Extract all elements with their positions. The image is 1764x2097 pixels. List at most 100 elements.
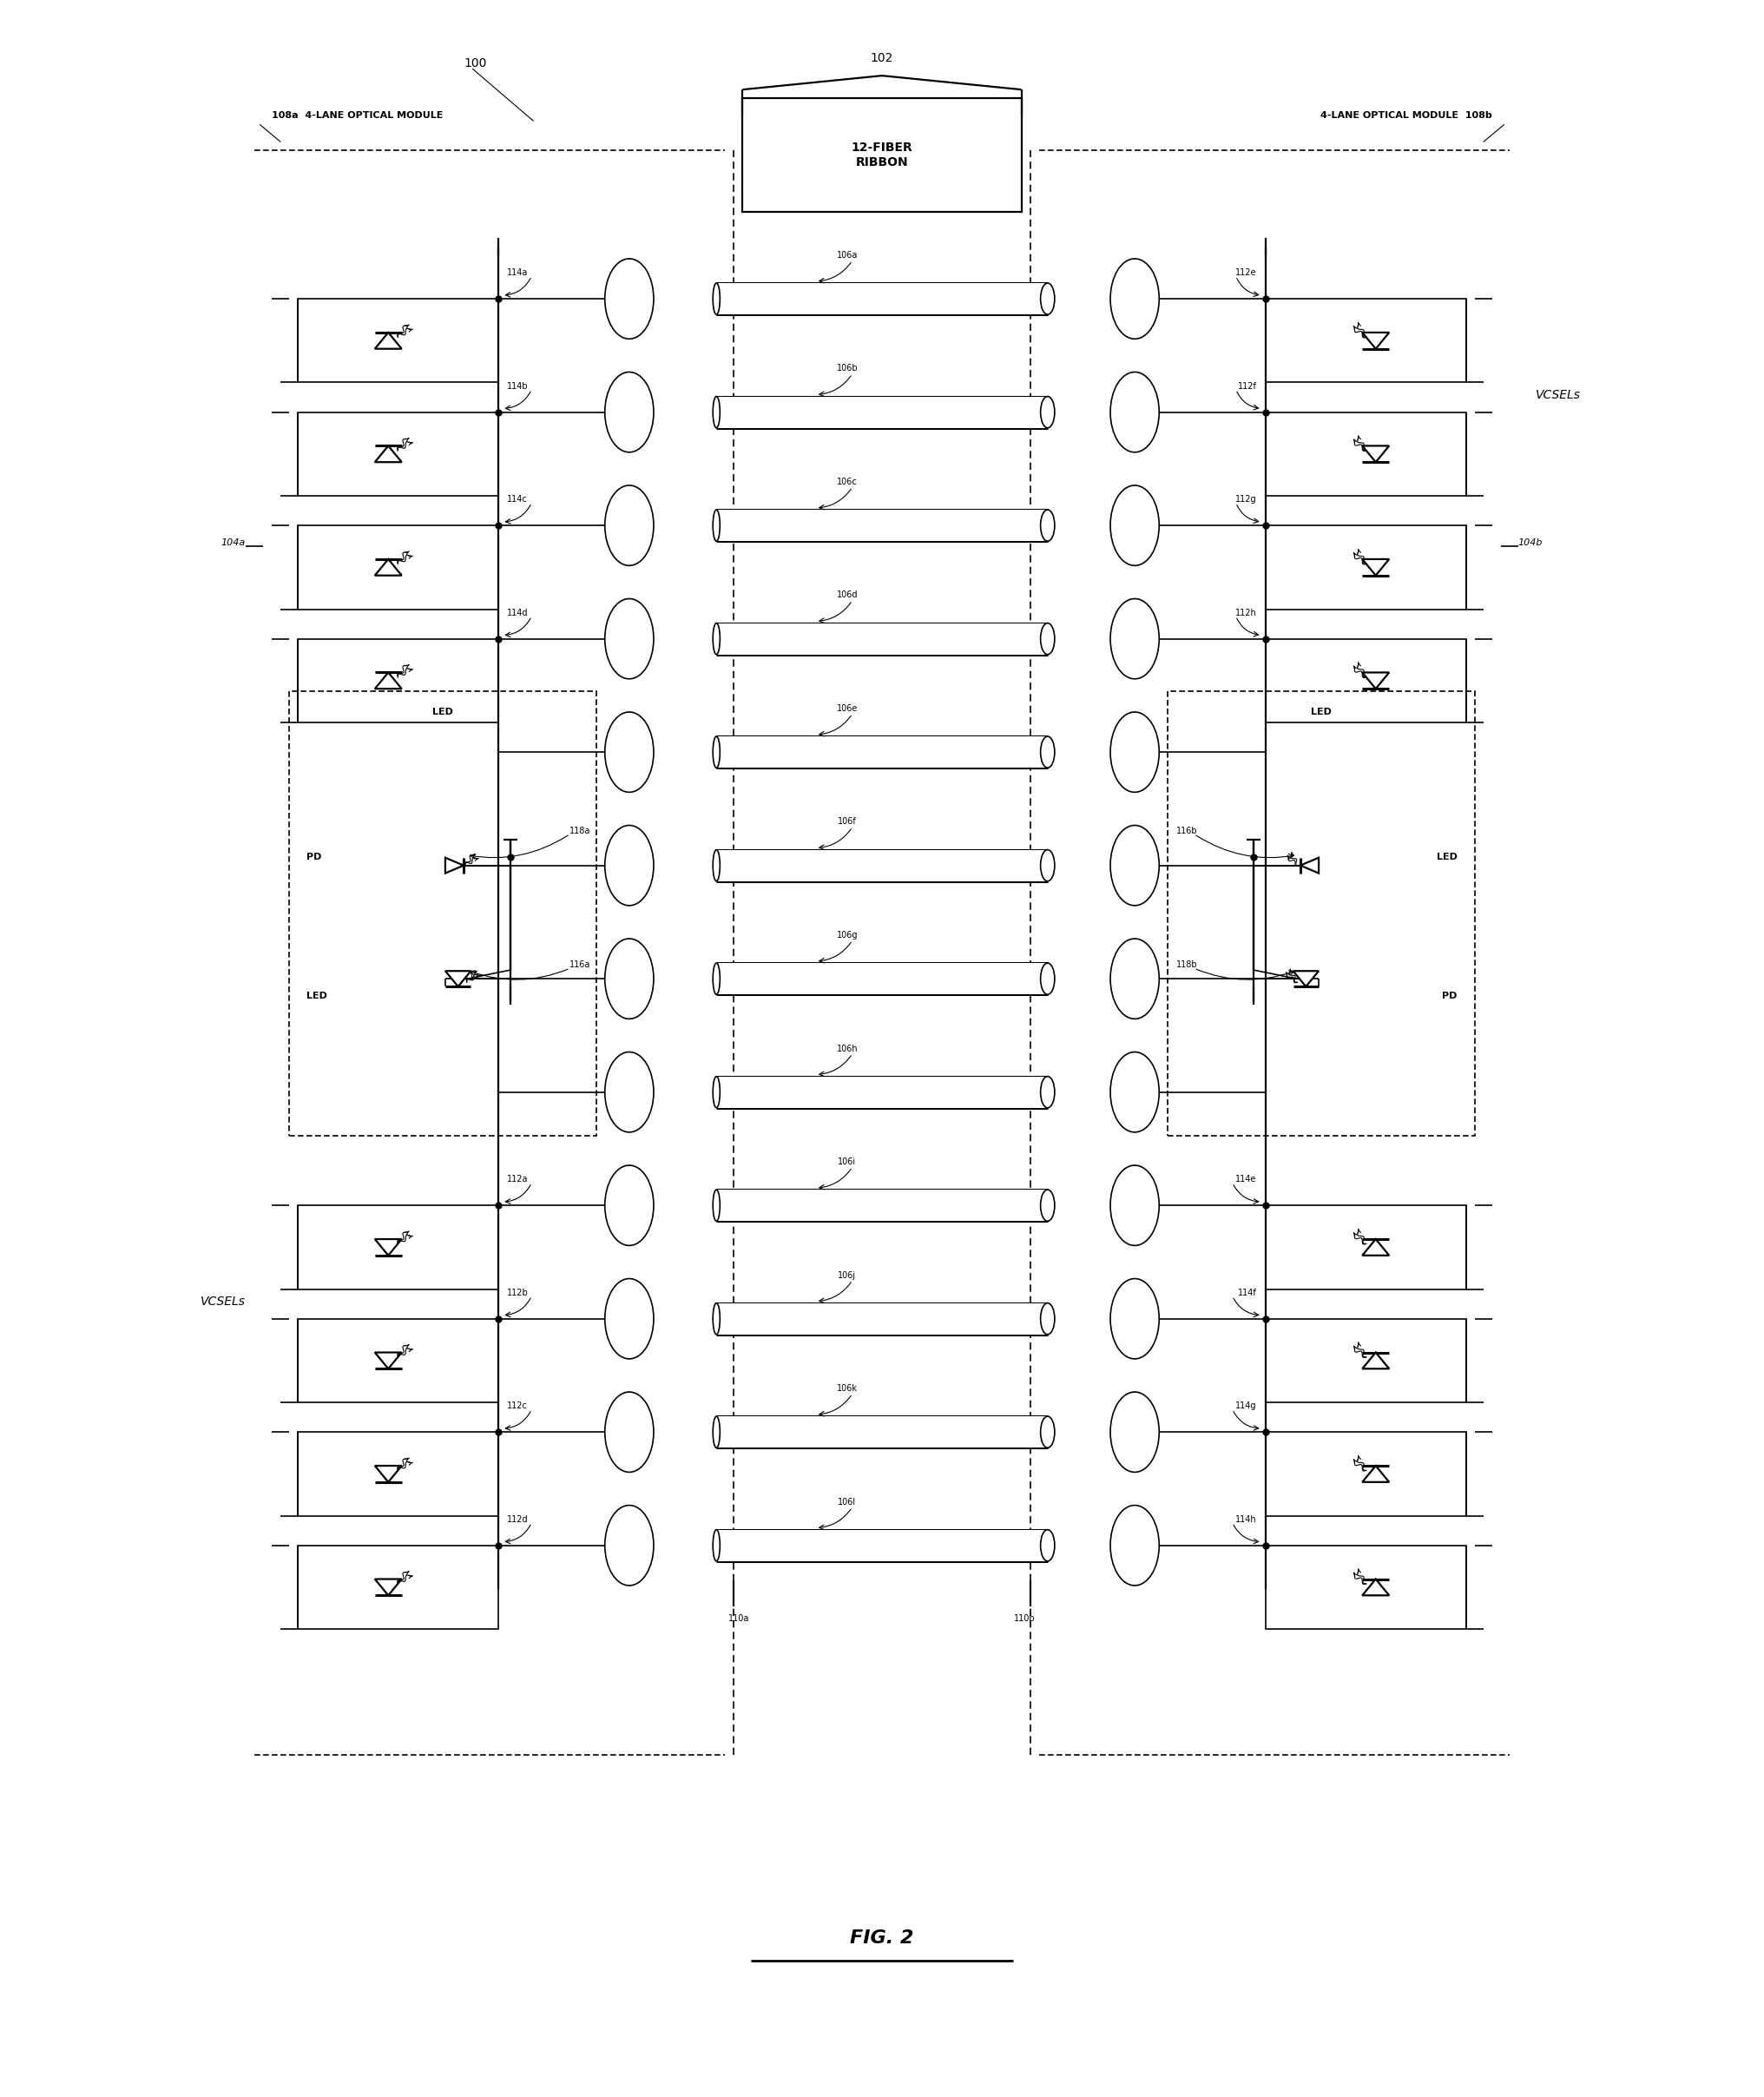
Ellipse shape: [1041, 963, 1055, 994]
Ellipse shape: [1041, 736, 1055, 768]
Bar: [716, 1529, 1048, 1560]
Text: 106a: 106a: [836, 252, 857, 260]
Text: 114a: 114a: [508, 268, 529, 277]
Polygon shape: [445, 971, 471, 986]
Bar: [1265, 1319, 1466, 1403]
Text: 112c: 112c: [508, 1401, 527, 1411]
Ellipse shape: [1041, 1529, 1055, 1560]
Text: 106c: 106c: [836, 478, 857, 487]
Text: 106j: 106j: [838, 1271, 856, 1279]
Text: 114b: 114b: [508, 382, 529, 390]
Text: 112f: 112f: [1238, 382, 1256, 390]
Text: 106d: 106d: [836, 591, 857, 600]
Ellipse shape: [605, 1392, 654, 1472]
Bar: [716, 963, 1048, 994]
Ellipse shape: [605, 598, 654, 679]
Text: PD: PD: [307, 851, 321, 862]
Ellipse shape: [1110, 1166, 1159, 1246]
Text: 12-FIBER
RIBBON: 12-FIBER RIBBON: [852, 143, 912, 168]
Polygon shape: [376, 333, 402, 348]
Ellipse shape: [605, 1166, 654, 1246]
Polygon shape: [376, 1239, 402, 1256]
Text: 114h: 114h: [1235, 1514, 1256, 1525]
Ellipse shape: [1110, 1053, 1159, 1132]
Bar: [1168, 692, 1475, 1137]
Bar: [716, 623, 1048, 654]
Text: VCSELs: VCSELs: [1536, 388, 1581, 401]
Bar: [298, 413, 499, 495]
Polygon shape: [376, 1579, 402, 1596]
Text: 114d: 114d: [508, 608, 529, 617]
Polygon shape: [376, 560, 402, 575]
Ellipse shape: [605, 939, 654, 1019]
Bar: [1265, 1545, 1466, 1629]
Ellipse shape: [713, 510, 720, 541]
Ellipse shape: [1110, 484, 1159, 566]
Ellipse shape: [713, 736, 720, 768]
Polygon shape: [1362, 1579, 1388, 1596]
Polygon shape: [376, 1466, 402, 1483]
Polygon shape: [376, 447, 402, 461]
Bar: [716, 1076, 1048, 1107]
Ellipse shape: [605, 371, 654, 453]
Bar: [298, 526, 499, 608]
Ellipse shape: [1041, 283, 1055, 315]
Bar: [298, 298, 499, 382]
Text: 112b: 112b: [508, 1288, 529, 1296]
Ellipse shape: [1041, 1302, 1055, 1334]
Polygon shape: [376, 673, 402, 688]
Polygon shape: [1362, 673, 1388, 688]
Bar: [716, 396, 1048, 428]
Ellipse shape: [1110, 1392, 1159, 1472]
Ellipse shape: [1041, 849, 1055, 881]
Text: PD: PD: [1443, 992, 1457, 1000]
Text: 110b: 110b: [1014, 1615, 1035, 1623]
Text: LED: LED: [307, 992, 328, 1000]
Bar: [298, 1545, 499, 1629]
Text: 104b: 104b: [1519, 539, 1544, 547]
Bar: [716, 1302, 1048, 1334]
Bar: [289, 692, 596, 1137]
Text: 100: 100: [464, 57, 487, 69]
Bar: [716, 1189, 1048, 1220]
Text: 114g: 114g: [1235, 1401, 1256, 1411]
Ellipse shape: [713, 1529, 720, 1560]
Ellipse shape: [1110, 713, 1159, 793]
Bar: [716, 510, 1048, 541]
Ellipse shape: [1110, 939, 1159, 1019]
Bar: [716, 849, 1048, 881]
Text: 110a: 110a: [729, 1615, 750, 1623]
Text: LED: LED: [1311, 707, 1332, 717]
Text: 106l: 106l: [838, 1497, 856, 1506]
Bar: [716, 736, 1048, 768]
Text: 106h: 106h: [836, 1044, 857, 1053]
Text: FIG. 2: FIG. 2: [850, 1929, 914, 1946]
Ellipse shape: [1041, 1076, 1055, 1107]
Bar: [298, 1432, 499, 1516]
Text: 118b: 118b: [1177, 960, 1198, 969]
Ellipse shape: [1110, 1506, 1159, 1585]
Text: 104a: 104a: [220, 539, 245, 547]
Ellipse shape: [1041, 396, 1055, 428]
Polygon shape: [1293, 971, 1319, 986]
Ellipse shape: [713, 396, 720, 428]
Text: 106i: 106i: [838, 1158, 856, 1166]
Bar: [1265, 1206, 1466, 1290]
Ellipse shape: [713, 963, 720, 994]
Bar: [716, 1415, 1048, 1447]
Ellipse shape: [713, 283, 720, 315]
Polygon shape: [1362, 1239, 1388, 1256]
Ellipse shape: [1041, 1189, 1055, 1220]
Text: 112d: 112d: [508, 1514, 529, 1525]
Text: 106e: 106e: [836, 705, 857, 713]
Ellipse shape: [1110, 598, 1159, 679]
Ellipse shape: [713, 849, 720, 881]
Text: 112a: 112a: [508, 1174, 529, 1183]
Polygon shape: [1362, 447, 1388, 461]
Bar: [1265, 640, 1466, 723]
Ellipse shape: [1041, 510, 1055, 541]
Ellipse shape: [713, 1076, 720, 1107]
Text: 106k: 106k: [836, 1384, 857, 1392]
Bar: [298, 640, 499, 723]
Ellipse shape: [1110, 371, 1159, 453]
